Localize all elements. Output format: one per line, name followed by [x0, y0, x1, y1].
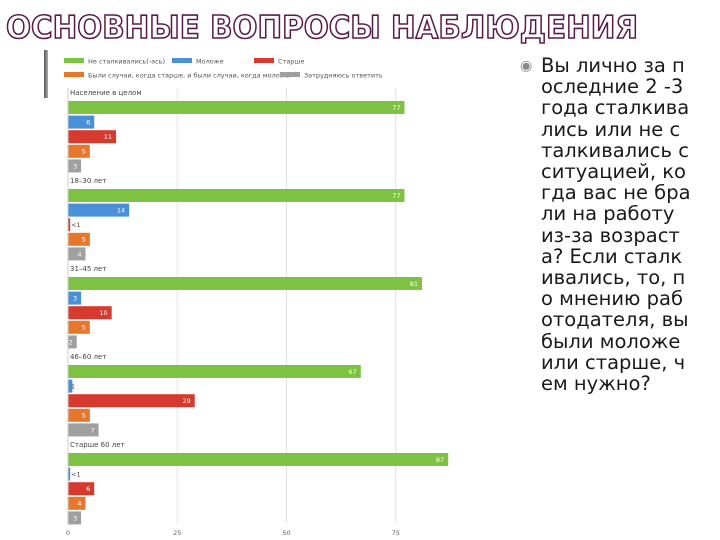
survey-bar-chart: Не сталкивались(-ась) Моложе Старше Были сл…	[48, 48, 460, 540]
bar-value-label: 4	[77, 250, 81, 258]
legend-swatch	[64, 72, 84, 77]
group-label: Старше 60 лет	[70, 441, 125, 449]
bar-value-label: 14	[117, 207, 125, 215]
bar	[68, 306, 112, 320]
group-label: 31–45 лет	[70, 265, 106, 273]
bar	[68, 115, 95, 129]
bar-value-label: 1	[71, 383, 75, 391]
legend-label: Были случаи, когда старше, и были случаи…	[88, 72, 290, 80]
bar	[68, 247, 86, 261]
accent-block-bottom	[642, 508, 720, 540]
bar-value-label: 3	[73, 514, 77, 522]
bar	[68, 482, 95, 496]
chart-background	[48, 48, 460, 540]
bar	[68, 144, 90, 158]
bar	[68, 379, 73, 393]
bar-value-label: <1	[71, 471, 81, 479]
bar-value-label: 5	[82, 412, 86, 420]
slide-title: ОСНОВНЫЕ ВОПРОСЫ НАБЛЮДЕНИЯ	[5, 9, 639, 47]
bar-value-label: 10	[99, 309, 107, 317]
legend-label: Моложе	[196, 58, 224, 66]
bar-value-label: 5	[82, 324, 86, 332]
bar	[68, 496, 86, 510]
bar-value-label: 5	[82, 148, 86, 156]
bar-value-label: 6	[86, 119, 90, 127]
bar	[68, 408, 90, 422]
bar-value-label: 3	[73, 162, 77, 170]
legend-label: Затрудняюсь ответить	[304, 72, 383, 80]
bar	[68, 232, 90, 246]
legend-swatch	[172, 58, 192, 63]
bar-value-label: 67	[349, 368, 357, 376]
legend-swatch	[64, 58, 84, 63]
bar	[68, 453, 449, 466]
bar-value-label: 77	[392, 192, 400, 200]
x-tick-label: 50	[282, 529, 290, 537]
bar	[68, 203, 130, 217]
bar-value-label: 3	[73, 295, 77, 303]
legend-swatch	[280, 72, 300, 77]
bar	[68, 189, 405, 202]
bar	[68, 320, 90, 334]
bar-value-label: 11	[104, 133, 112, 141]
legend-swatch	[254, 58, 274, 63]
x-tick-label: 0	[66, 529, 70, 537]
bar	[68, 335, 77, 349]
bar-value-label: 29	[182, 397, 190, 405]
legend-label: Старше	[278, 58, 304, 66]
bar-value-label: 7	[90, 426, 94, 434]
legend-label: Не сталкивались(-ась)	[88, 58, 165, 66]
group-label: 46–60 лет	[70, 353, 106, 361]
group-label: 18–30 лет	[70, 177, 106, 185]
bar-value-label: 2	[69, 338, 73, 346]
bar	[68, 130, 117, 144]
bar	[68, 159, 82, 173]
bar	[68, 101, 405, 114]
bar	[68, 423, 99, 437]
bar	[68, 394, 195, 408]
slide-title-text: ОСНОВНЫЕ ВОПРОСЫ НАБЛЮДЕНИЯ	[6, 10, 638, 46]
bar	[68, 277, 422, 290]
x-tick-label: 75	[392, 529, 400, 537]
bar	[68, 511, 82, 525]
group-label: Население в целом	[70, 89, 142, 97]
x-tick-label: 25	[173, 529, 181, 537]
accent-block-top	[642, 0, 720, 50]
bar	[68, 467, 71, 481]
bar-value-label: 77	[392, 104, 400, 112]
bar	[68, 365, 361, 378]
bar-value-label: 6	[86, 485, 90, 493]
bar-value-label: 5	[82, 236, 86, 244]
circle-bullet-icon: ◉	[520, 58, 533, 74]
bar-value-label: <1	[71, 221, 81, 229]
bar-value-label: 4	[77, 500, 81, 508]
bar-value-label: 81	[410, 280, 418, 288]
bar-value-label: 87	[436, 456, 444, 464]
chart-edge-shadow	[44, 50, 50, 98]
bar	[68, 291, 82, 305]
bar	[68, 218, 71, 232]
bullet-question-text: Вы лично за последние 2 -3 года сталкива…	[541, 54, 691, 396]
